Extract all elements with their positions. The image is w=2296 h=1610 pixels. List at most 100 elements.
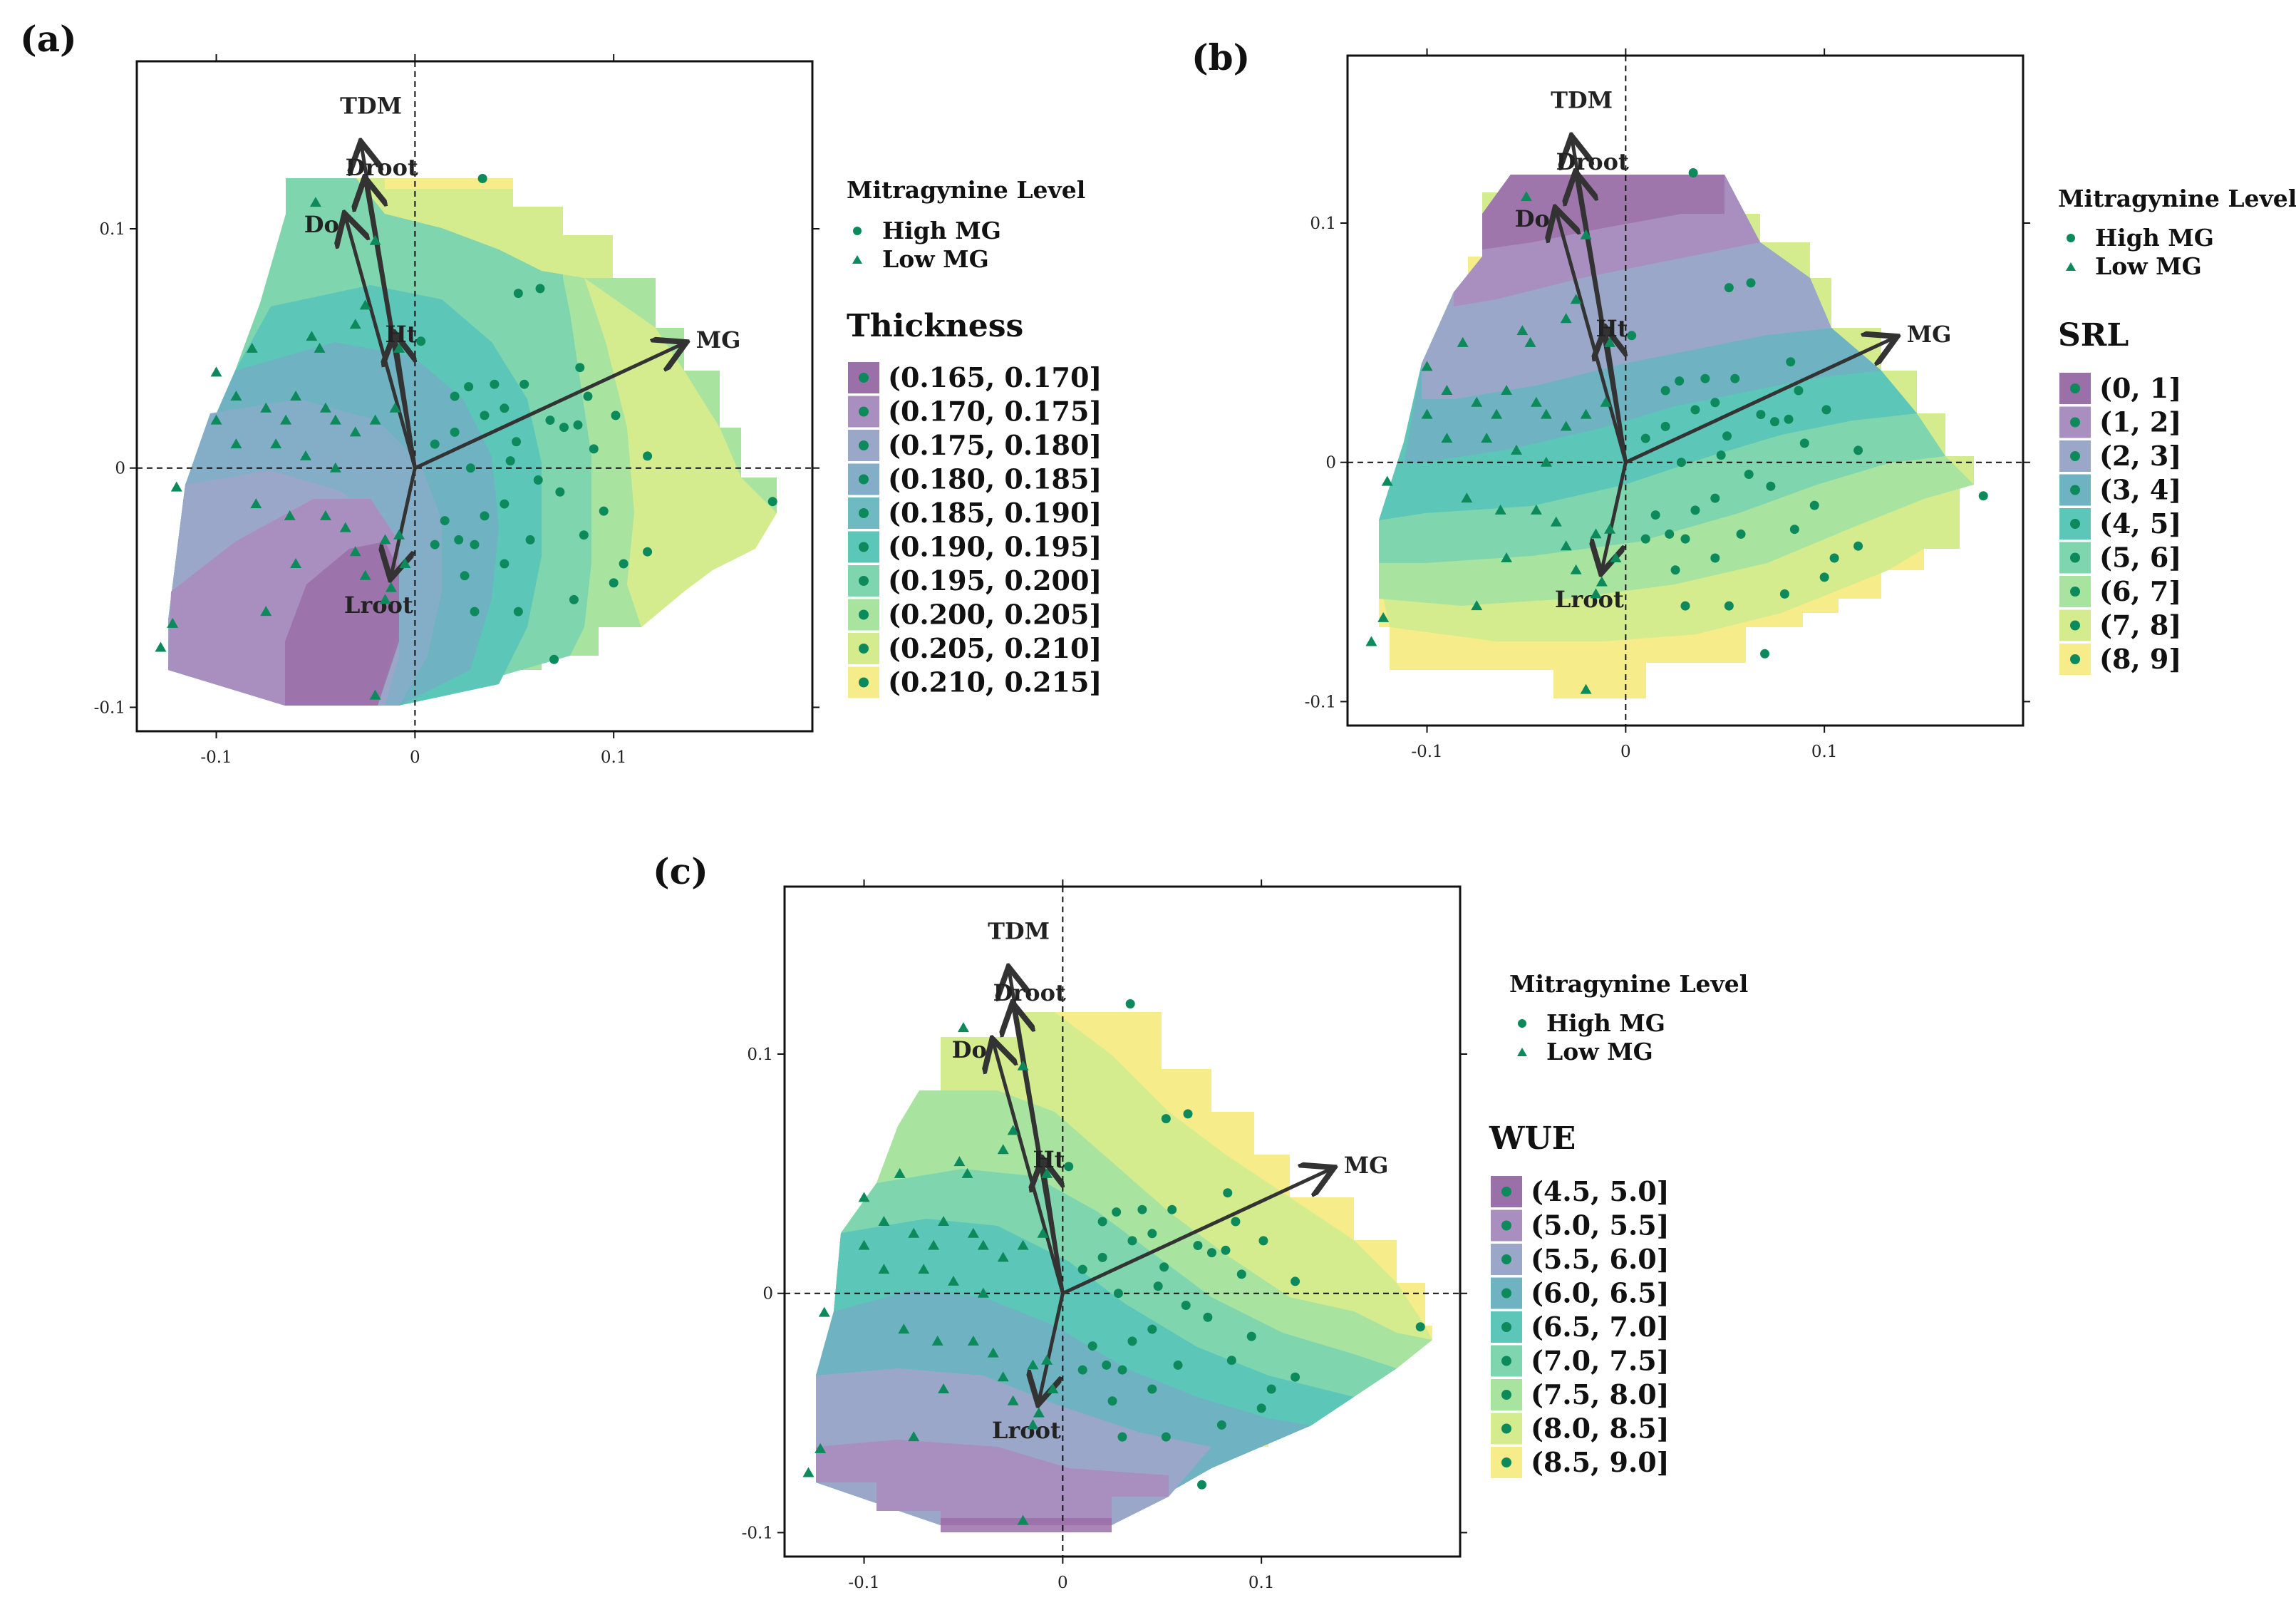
high-mg-point (583, 391, 593, 401)
srl-legend-title: SRL (2058, 317, 2129, 354)
low-mg-point (938, 1383, 950, 1393)
high-mg-point (1112, 1207, 1122, 1217)
panel-a: (a) -0.1 0 0.1 -0.1 0 0.1 TDM Droot Do Ht MG Lroot… (20, 18, 1102, 767)
vector-label-do: Do (304, 211, 339, 238)
high-mg-point (1087, 1341, 1097, 1351)
legend-swatch-point (859, 576, 869, 586)
y-tick-label: -0.1 (1305, 693, 1336, 711)
high-mg-point (430, 439, 440, 449)
high-mg-point (1786, 357, 1796, 367)
high-mg-point (643, 547, 653, 557)
low-mg-point (1550, 516, 1562, 527)
high-mg-point (609, 578, 619, 588)
thickness-legend-items: (0.165, 0.170](0.170, 0.175](0.175, 0.18… (848, 361, 1102, 698)
low-mg-point (1377, 612, 1390, 622)
loading-vector-lroot (391, 466, 417, 576)
high-mg-point (549, 654, 559, 664)
y-tick-label: 0.1 (1310, 215, 1336, 233)
high-mg-point (1246, 1331, 1256, 1341)
low-mg-label: Low MG (1546, 1038, 1653, 1065)
low-mg-point (309, 197, 321, 207)
low-mg-point (1007, 1125, 1019, 1135)
legend-swatch-point (859, 508, 869, 518)
vector-label-tdm: TDM (340, 93, 402, 120)
high-mg-point (1231, 1217, 1241, 1227)
high-mg-point (505, 456, 515, 466)
points-a (155, 174, 777, 700)
x-tick-label: -0.1 (1411, 743, 1442, 761)
low-mg-point (359, 299, 371, 310)
axes-a: -0.1 0 0.1 -0.1 0 0.1 (94, 54, 819, 767)
legend-item-label: (6.5, 7.0] (1531, 1311, 1670, 1343)
high-mg-point (1127, 1236, 1137, 1246)
loading-vectors-a: TDM Droot Do Ht MG Lroot (304, 93, 741, 619)
high-mg-point (1117, 1365, 1127, 1375)
high-mg-point (480, 511, 490, 521)
high-mg-point (1117, 1432, 1127, 1442)
low-mg-point (155, 641, 167, 652)
high-mg-point (460, 571, 470, 581)
legend-swatch-point (859, 406, 869, 417)
low-mg-point (1441, 433, 1453, 443)
legend-swatch-point (859, 677, 869, 688)
high-mg-point (1147, 1229, 1157, 1239)
low-mg-point (1530, 504, 1542, 515)
low-mg-point (246, 342, 258, 353)
high-mg-point (500, 403, 510, 413)
low-mg-point (997, 1252, 1009, 1262)
legend-item-label: (4, 5] (2099, 507, 2181, 540)
low-mg-point (908, 1227, 920, 1238)
legend-swatch-point (1501, 1423, 1511, 1434)
high-mg-point (1077, 1365, 1087, 1375)
high-mg-point (440, 516, 450, 526)
low-mg-point (957, 1022, 969, 1033)
high-mg-point (1665, 529, 1675, 539)
legend-item-label: (0.165, 0.170] (888, 361, 1102, 393)
low-mg-point (270, 438, 282, 449)
low-mg-point (1017, 1514, 1029, 1525)
legend-item-label: (7.5, 8.0] (1531, 1378, 1670, 1410)
wue-legend-title: WUE (1489, 1120, 1576, 1157)
axes-c: -0.1 0 0.1 -0.1 0 0.1 (742, 879, 1467, 1592)
low-mg-point (349, 319, 361, 329)
low-mg-point (280, 414, 292, 425)
high-mg-point (1173, 1360, 1183, 1370)
low-mg-point (250, 498, 262, 509)
high-mg-point (1147, 1324, 1157, 1334)
high-mg-point (1181, 1301, 1191, 1310)
loading-vector-lroot (1602, 460, 1628, 570)
high-mg-point (1660, 386, 1670, 396)
high-mg-point (1153, 1281, 1163, 1291)
high-mg-point (1161, 1432, 1171, 1442)
low-mg-point (818, 1306, 830, 1317)
high-mg-point (1097, 1217, 1107, 1227)
low-mg-label: Low MG (2095, 252, 2202, 280)
contour-surface-a (168, 178, 777, 706)
low-mg-point (977, 1239, 989, 1250)
low-mg-point (393, 342, 405, 353)
high-mg-label: High MG (882, 217, 1001, 244)
high-mg-point (1223, 1188, 1233, 1198)
low-mg-point (1520, 191, 1532, 202)
low-mg-point (1560, 313, 1572, 324)
low-mg-point (1494, 504, 1506, 515)
high-mg-point (1125, 999, 1135, 1008)
low-mg-point (918, 1264, 930, 1274)
high-mg-point (1650, 510, 1660, 520)
high-mg-point (1159, 1262, 1169, 1272)
low-mg-point (1560, 420, 1572, 431)
high-mg-point (477, 174, 487, 183)
high-mg-point (1107, 1396, 1117, 1406)
low-mg-point (300, 450, 311, 460)
region-fill (285, 542, 399, 706)
legend-swatch-point (2070, 519, 2080, 529)
high-mg-point (470, 540, 480, 549)
high-mg-point (1077, 1264, 1087, 1274)
loading-vector-mg (1060, 1169, 1330, 1296)
high-mg-point (1627, 331, 1637, 341)
legend-swatch-point (859, 609, 869, 620)
vector-label-droot: Droot (1556, 148, 1629, 175)
low-mg-point (948, 1275, 959, 1286)
low-mg-point (314, 342, 326, 353)
panel-label-b: (b) (1191, 36, 1250, 78)
